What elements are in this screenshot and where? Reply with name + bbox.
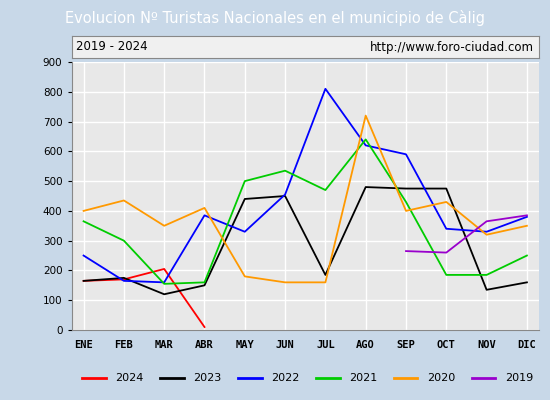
Text: 2024: 2024 <box>115 373 144 383</box>
Text: 2023: 2023 <box>193 373 221 383</box>
Text: 2021: 2021 <box>349 373 377 383</box>
Text: http://www.foro-ciudad.com: http://www.foro-ciudad.com <box>370 40 535 54</box>
Text: 2022: 2022 <box>271 373 299 383</box>
Text: 2019: 2019 <box>505 373 533 383</box>
Text: Evolucion Nº Turistas Nacionales en el municipio de Càlig: Evolucion Nº Turistas Nacionales en el m… <box>65 10 485 26</box>
Text: 2020: 2020 <box>427 373 455 383</box>
Text: 2019 - 2024: 2019 - 2024 <box>76 40 148 54</box>
